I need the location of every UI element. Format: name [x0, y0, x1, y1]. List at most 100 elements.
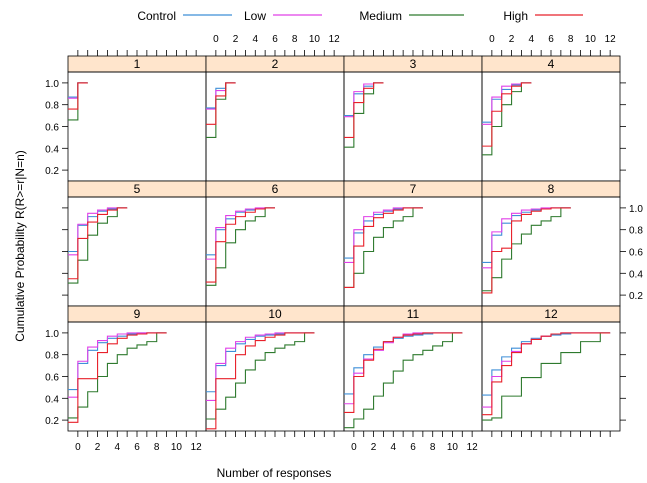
series-line-high [68, 332, 167, 423]
x-tick-label: 2 [371, 442, 377, 453]
series-line-low [68, 332, 167, 398]
y-tick-label: 0.2 [629, 291, 643, 302]
panel: 9 0 2 4 6 8 10 12 0.2 0.4 0.6 0.8 1.0 [45, 305, 207, 453]
panel-label: 11 [407, 307, 420, 321]
panel-label: 7 [410, 182, 417, 196]
series-line-control [482, 82, 532, 123]
series-line-medium [206, 207, 275, 286]
panel: 3 [343, 50, 483, 182]
y-tick-label: 1.0 [45, 329, 59, 340]
x-tick-label: 2 [509, 34, 515, 45]
y-tick-label: 0.8 [629, 226, 643, 237]
legend-label: High [503, 9, 528, 23]
x-tick-label: 12 [467, 442, 479, 453]
series-line-high [482, 207, 571, 294]
panel: 4 0 2 4 6 8 10 12 [481, 34, 626, 182]
x-tick-label: 4 [529, 34, 535, 45]
series-line-medium [344, 332, 463, 429]
panel: 7 [343, 180, 483, 307]
series-line-medium [482, 332, 611, 421]
panel-label: 10 [268, 307, 282, 321]
series-line-medium [482, 207, 571, 292]
panel: 6 [205, 180, 345, 307]
x-tick-label: 2 [233, 34, 239, 45]
panel-label: 8 [548, 182, 555, 196]
y-axis-label: Cumulative Probability R(R>=r|N=n) [13, 150, 27, 342]
panel-label: 1 [134, 57, 141, 71]
x-tick-label: 12 [329, 34, 341, 45]
legend-label: Low [244, 9, 266, 23]
x-tick-label: 0 [213, 34, 219, 45]
panel-label: 5 [134, 182, 141, 196]
panel: 8 0.2 0.4 0.6 0.8 1.0 [481, 180, 643, 307]
x-tick-label: 10 [447, 442, 459, 453]
panel: 12 [481, 305, 626, 437]
panel-frame [481, 71, 621, 182]
y-tick-label: 1.0 [629, 204, 643, 215]
legend-label: Control [137, 9, 176, 23]
x-tick-label: 12 [605, 34, 617, 45]
panel: 1 0.2 0.4 0.6 0.8 1.0 [45, 50, 207, 182]
y-tick-label: 0.2 [45, 416, 59, 427]
series-line-high [482, 82, 532, 147]
panel-frame [205, 71, 345, 182]
series-line-high [68, 82, 88, 110]
series-line-high [344, 207, 423, 289]
x-tick-label: 12 [191, 442, 203, 453]
series-line-medium [344, 207, 423, 289]
x-tick-label: 8 [430, 442, 436, 453]
series-line-low [206, 332, 315, 402]
y-tick-label: 0.8 [45, 101, 59, 112]
series-line-high [206, 82, 236, 125]
x-tick-label: 0 [489, 34, 495, 45]
y-tick-label: 0.6 [629, 248, 643, 259]
x-tick-label: 6 [548, 34, 554, 45]
y-tick-label: 0.8 [45, 351, 59, 362]
y-tick-label: 0.4 [45, 394, 59, 405]
legend: Control Low Medium High [137, 9, 583, 23]
x-tick-label: 8 [292, 34, 298, 45]
x-tick-label: 0 [75, 442, 81, 453]
series-line-high [344, 332, 463, 414]
panel-frame [67, 71, 207, 182]
series-line-low [344, 207, 423, 263]
series-line-high [68, 207, 128, 280]
series-line-low [68, 207, 128, 256]
y-tick-label: 0.4 [629, 269, 643, 280]
series-line-medium [68, 332, 167, 419]
series-line-low [482, 207, 571, 269]
panel-label: 6 [272, 182, 279, 196]
series-line-high [482, 332, 611, 416]
panel-label: 2 [272, 57, 279, 71]
x-tick-label: 2 [95, 442, 101, 453]
panel-frame [343, 321, 483, 432]
x-tick-label: 6 [410, 442, 416, 453]
x-tick-label: 8 [568, 34, 574, 45]
panel-label: 9 [134, 307, 141, 321]
x-tick-label: 4 [253, 34, 259, 45]
panel-label: 12 [544, 307, 558, 321]
x-tick-label: 10 [171, 442, 183, 453]
series-line-high [344, 82, 384, 138]
panel: 10 [205, 305, 345, 437]
panel-frame [481, 321, 621, 432]
y-tick-label: 1.0 [45, 79, 59, 90]
x-axis-label: Number of responses [217, 466, 332, 480]
series-line-high [206, 332, 315, 430]
panel-label: 3 [410, 57, 417, 71]
x-tick-label: 6 [272, 34, 278, 45]
panel-frame [205, 321, 345, 432]
x-tick-label: 8 [154, 442, 160, 453]
x-tick-label: 0 [351, 442, 357, 453]
panels: 1 0.2 0.4 0.6 0.8 1.0 2 0 2 4 6 8 10 12 3 4 0 2 4 6 8 10 12 5 6 7… [45, 34, 643, 453]
series-line-medium [206, 332, 315, 420]
y-tick-label: 0.2 [45, 166, 59, 177]
x-tick-label: 4 [391, 442, 397, 453]
panel: 2 0 2 4 6 8 10 12 [205, 34, 345, 182]
x-tick-label: 4 [115, 442, 121, 453]
series-line-low [206, 207, 275, 260]
panel-frame [481, 196, 621, 307]
panel-frame [205, 196, 345, 307]
y-tick-label: 0.4 [45, 144, 59, 155]
